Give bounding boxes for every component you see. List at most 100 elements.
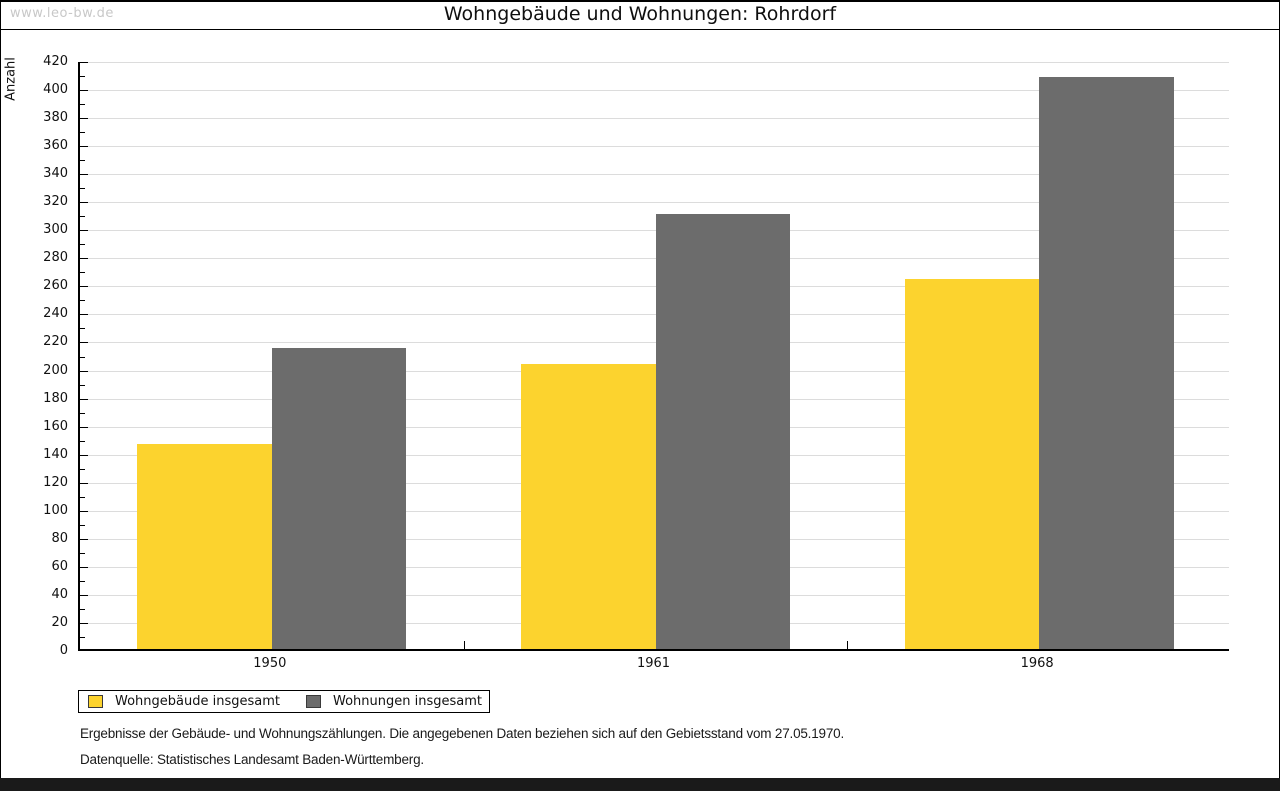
bar-wohngebaude-1950 <box>137 444 272 649</box>
y-axis-labels: 0 20 40 60 80 100 120 140 160 180 200 220 240 260 280 3… <box>0 54 72 658</box>
legend-swatch-wohngebaeude <box>88 695 103 708</box>
y-tick-minor-190 <box>80 384 85 386</box>
y-tick-major-80 <box>80 538 88 540</box>
y-tick-label-200: 200 <box>43 362 68 378</box>
plot-area <box>78 62 1229 651</box>
y-tick-minor-310 <box>80 216 85 218</box>
y-tick-label-420: 420 <box>43 54 68 69</box>
gridline-260 <box>80 286 1229 288</box>
y-tick-minor-150 <box>80 440 85 442</box>
y-tick-label-20: 20 <box>51 614 68 630</box>
y-tick-label-0: 0 <box>59 643 68 658</box>
y-tick-major-400 <box>80 90 88 92</box>
y-tick-major-320 <box>80 202 88 204</box>
y-tick-minor-410 <box>80 76 85 78</box>
legend-item-wohnungen: Wohnungen insgesamt <box>306 694 482 709</box>
y-tick-major-360 <box>80 146 88 148</box>
gridline-220 <box>80 342 1229 344</box>
y-tick-label-380: 380 <box>43 110 68 126</box>
legend-item-wohngebaeude: Wohngebäude insgesamt <box>88 694 280 709</box>
gridline-340 <box>80 174 1229 176</box>
y-tick-major-240 <box>80 314 88 316</box>
gridline-320 <box>80 202 1229 204</box>
x-tick-label-1968: 1968 <box>1020 656 1054 671</box>
y-tick-label-340: 340 <box>43 166 68 182</box>
gridline-400 <box>80 90 1229 92</box>
y-tick-major-380 <box>80 118 88 120</box>
y-tick-label-140: 140 <box>43 446 68 462</box>
x-tick-label-1961: 1961 <box>636 656 671 671</box>
source-notes: Ergebnisse der Gebäude- und Wohnungszähl… <box>80 726 844 767</box>
y-tick-label-280: 280 <box>43 250 68 266</box>
y-tick-minor-210 <box>80 356 85 358</box>
gridline-360 <box>80 146 1229 148</box>
bar-wohngebaude-1968 <box>904 278 1040 649</box>
y-tick-minor-290 <box>80 244 85 246</box>
y-tick-label-60: 60 <box>51 558 68 574</box>
note-line-2: Datenquelle: Statistisches Landesamt Bad… <box>80 752 424 767</box>
y-tick-label-40: 40 <box>51 586 68 602</box>
y-tick-label-260: 260 <box>43 278 68 294</box>
y-tick-major-280 <box>80 258 88 260</box>
y-tick-minor-10 <box>80 636 85 638</box>
legend-label-wohnungen: Wohnungen insgesamt <box>333 694 482 709</box>
y-tick-minor-350 <box>80 160 85 162</box>
y-tick-minor-30 <box>80 608 85 610</box>
legend-label-wohngebaeude: Wohngebäude insgesamt <box>115 694 280 709</box>
y-tick-label-300: 300 <box>43 222 68 238</box>
y-tick-major-100 <box>80 510 88 512</box>
y-tick-major-260 <box>80 286 88 288</box>
y-tick-label-220: 220 <box>43 334 68 350</box>
y-tick-label-360: 360 <box>43 138 68 154</box>
note-line-1: Ergebnisse der Gebäude- und Wohnungszähl… <box>80 726 845 741</box>
y-tick-label-80: 80 <box>51 530 68 546</box>
y-tick-major-180 <box>80 398 88 400</box>
bottom-bar <box>0 778 1280 791</box>
y-tick-label-100: 100 <box>43 502 68 518</box>
y-tick-minor-130 <box>80 468 85 470</box>
y-tick-major-300 <box>80 230 88 232</box>
y-tick-minor-390 <box>80 104 85 106</box>
bar-wohnungen-1968 <box>1039 76 1174 649</box>
y-tick-major-160 <box>80 426 88 428</box>
bar-wohngebaude-1961 <box>521 364 656 649</box>
x-axis-boundary-tick-2 <box>847 641 849 649</box>
y-tick-major-200 <box>80 370 88 372</box>
y-tick-label-120: 120 <box>43 474 68 490</box>
y-tick-label-400: 400 <box>43 82 68 98</box>
y-tick-minor-330 <box>80 188 85 190</box>
y-tick-major-60 <box>80 566 88 568</box>
y-tick-minor-70 <box>80 552 85 554</box>
gridline-380 <box>80 118 1229 120</box>
y-tick-major-40 <box>80 594 88 596</box>
y-tick-minor-250 <box>80 300 85 302</box>
y-tick-label-160: 160 <box>43 418 68 434</box>
watermark: www.leo-bw.de <box>10 6 114 21</box>
y-tick-label-180: 180 <box>43 390 68 406</box>
legend: Wohngebäude insgesamt Wohnungen insgesam… <box>78 690 490 713</box>
y-tick-major-20 <box>80 622 88 624</box>
y-tick-minor-110 <box>80 496 85 498</box>
bar-wohnungen-1961 <box>655 214 790 649</box>
chart-title: Wohngebäude und Wohnungen: Rohrdorf <box>443 3 837 25</box>
y-tick-label-240: 240 <box>43 306 68 322</box>
gridline-300 <box>80 230 1229 232</box>
y-tick-major-120 <box>80 482 88 484</box>
y-tick-minor-270 <box>80 272 85 274</box>
header-divider <box>0 29 1280 30</box>
y-tick-major-420 <box>80 62 88 63</box>
y-tick-minor-170 <box>80 412 85 414</box>
y-tick-minor-90 <box>80 524 85 526</box>
x-axis-boundary-tick-1 <box>463 641 465 649</box>
gridline-240 <box>80 314 1229 316</box>
x-tick-label-1950: 1950 <box>253 656 287 671</box>
y-tick-minor-230 <box>80 328 85 330</box>
legend-swatch-wohnungen <box>306 695 321 708</box>
y-tick-major-140 <box>80 454 88 456</box>
y-tick-major-220 <box>80 342 88 344</box>
gridline-280 <box>80 258 1229 260</box>
y-tick-minor-370 <box>80 132 85 134</box>
gridline-420 <box>80 62 1229 63</box>
y-tick-minor-50 <box>80 580 85 582</box>
y-tick-major-340 <box>80 174 88 176</box>
